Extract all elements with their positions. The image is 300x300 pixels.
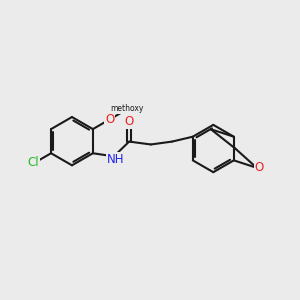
Text: O: O (124, 115, 134, 128)
Text: O: O (105, 113, 114, 126)
Text: methoxy: methoxy (110, 104, 143, 113)
Text: Cl: Cl (27, 156, 39, 169)
Text: NH: NH (106, 153, 124, 167)
Text: O: O (254, 161, 264, 174)
